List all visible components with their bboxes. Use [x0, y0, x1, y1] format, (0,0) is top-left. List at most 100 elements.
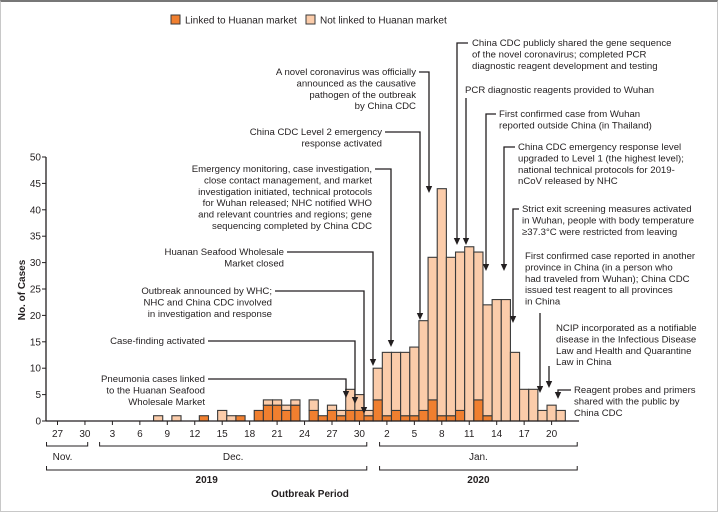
y-tick-label: 30	[30, 258, 42, 269]
bar-not-linked	[226, 415, 237, 422]
month-bracket	[46, 442, 89, 447]
bar-not-linked	[482, 304, 493, 417]
y-tick-label: 40	[30, 205, 42, 216]
y-tick-label: 20	[30, 311, 42, 322]
legend-swatch-linked	[170, 14, 181, 25]
arrow-down-icon	[545, 381, 553, 388]
annotation-text: Reagent probes and primers	[574, 385, 696, 396]
bar-linked	[473, 399, 484, 422]
bar-linked	[363, 415, 374, 422]
annotation-text: China CDC	[574, 408, 623, 419]
x-axis-label: Outbreak Period	[271, 489, 349, 500]
x-tick-label: 3	[110, 429, 116, 440]
arrow-down-icon	[416, 313, 424, 320]
bar-linked	[409, 415, 420, 422]
bar-linked	[390, 409, 402, 422]
legend-label-linked: Linked to Huanan market	[185, 16, 297, 27]
bar-linked	[418, 409, 429, 422]
bar-not-linked	[326, 404, 338, 411]
bar-not-linked	[528, 388, 539, 422]
legend-swatch-not-linked	[305, 14, 316, 25]
x-tick-label: 18	[244, 429, 256, 440]
annotation-text: First confirmed case reported in another	[525, 251, 696, 262]
bar-linked	[308, 409, 319, 422]
bar-linked	[427, 399, 438, 422]
bar-linked	[271, 404, 283, 422]
bar-not-linked	[445, 256, 457, 417]
y-tick-label: 10	[30, 364, 42, 375]
bar-not-linked	[281, 404, 292, 411]
legend: Linked to Huanan market Not linked to Hu…	[170, 14, 447, 27]
annotation-text: pathogen of the outbreak	[309, 90, 416, 101]
x-tick-label: 2	[384, 429, 390, 440]
x-tick-label: 5	[412, 429, 418, 440]
bar-not-linked	[427, 256, 438, 401]
bar-linked	[454, 409, 466, 422]
bar-not-linked	[372, 367, 383, 401]
arrow-down-icon	[425, 186, 433, 193]
x-tick-label: 9	[165, 429, 171, 440]
bar-linked	[354, 409, 365, 422]
annotation-text: sequencing completed by China CDC	[212, 221, 372, 232]
arrow-down-icon	[387, 340, 395, 347]
bar-not-linked	[500, 299, 511, 422]
annotation-text: Outbreak announced by WHC;	[141, 286, 272, 297]
x-tick-label: 27	[326, 429, 338, 440]
x-tick-label: 6	[137, 429, 143, 440]
bar-not-linked	[546, 404, 557, 422]
annotation-text: in investigation and response	[148, 309, 272, 320]
annotation-leader-line	[485, 113, 496, 265]
arrow-down-icon	[482, 264, 490, 271]
annotation-text: for Wuhan released; NHC notified WHO	[203, 198, 372, 209]
annotation-leader-line	[456, 42, 468, 238]
annotation-text: Wholesale Market	[128, 397, 205, 408]
arrow-down-icon	[500, 264, 508, 271]
annotation-text: First confirmed case from Wuhan	[499, 109, 640, 120]
year-label: 2020	[467, 475, 490, 486]
y-axis-label: No. of Cases	[17, 259, 28, 320]
annotation-text: nCoV released by NHC	[518, 176, 618, 187]
y-tick-label: 45	[30, 179, 42, 190]
bar-linked	[235, 415, 246, 422]
bar-not-linked	[363, 409, 374, 417]
bar-linked	[326, 409, 338, 422]
annotation-leader-line	[419, 71, 430, 187]
y-tick-label: 15	[30, 337, 42, 348]
annotation-text: issued test reagent to all provinces	[525, 285, 673, 296]
bar-not-linked	[464, 246, 475, 422]
x-tick-label: 17	[519, 429, 531, 440]
year-label: 2019	[196, 475, 219, 486]
annotation-leader-line	[287, 251, 374, 360]
x-tick-label: 30	[354, 429, 366, 440]
annotation: A novel coronavirus was officiallyannoun…	[276, 67, 433, 193]
annotation-leader-line	[385, 131, 421, 313]
bar-linked	[372, 399, 383, 422]
bar-not-linked	[473, 251, 484, 401]
bar-linked	[400, 415, 411, 422]
annotation-text: Emergency monitoring, case investigation…	[192, 164, 372, 175]
bar-not-linked	[390, 351, 402, 411]
bar-linked	[381, 415, 393, 422]
bar-linked	[281, 409, 292, 422]
bar-not-linked	[308, 399, 319, 411]
annotation: Strict exit screening measures activated…	[509, 204, 694, 323]
annotation-text: China CDC Level 2 emergency	[250, 127, 382, 138]
arrow-down-icon	[351, 397, 359, 404]
bar-not-linked	[290, 399, 301, 406]
annotation-text: of the novel coronavirus; completed PCR	[472, 49, 646, 60]
x-tick-label: 11	[464, 429, 475, 440]
annotation: Case-finding activated	[110, 336, 359, 404]
bar-linked	[262, 404, 274, 422]
bar-not-linked	[519, 388, 530, 422]
annotation-text: Huanan Seafood Wholesale	[165, 247, 284, 258]
x-tick-label: 14	[491, 429, 503, 440]
bar-not-linked	[153, 415, 164, 422]
annotation-text: China CDC emergency response level	[518, 142, 681, 153]
bar-not-linked	[555, 409, 566, 422]
arrow-down-icon	[509, 316, 517, 323]
